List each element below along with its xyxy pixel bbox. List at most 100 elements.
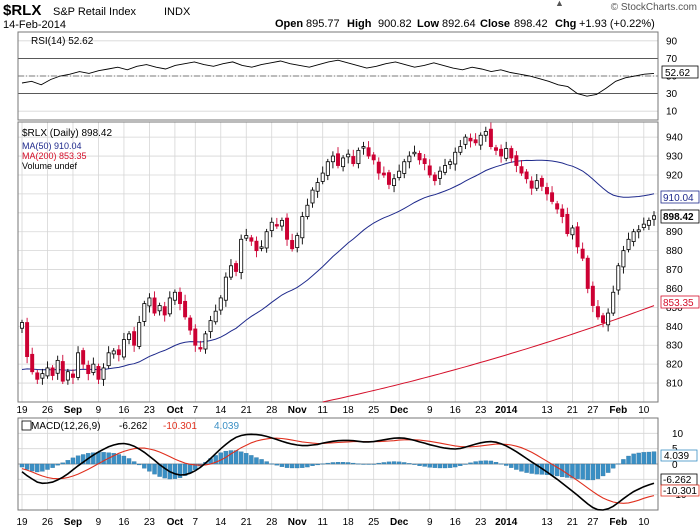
candle-body [417, 153, 422, 161]
signal-tag-box [660, 484, 700, 497]
macd-hist-bar [447, 463, 453, 468]
candle [361, 141, 366, 155]
candle [65, 368, 70, 385]
candle [478, 132, 483, 150]
macd-hist-bar [188, 463, 193, 474]
candle [81, 347, 86, 369]
candle-body [560, 208, 565, 217]
macd-hist-bar [182, 463, 188, 476]
price-axis: 9409309209109008908808708608508408308208… [666, 133, 683, 390]
date-tick-label: 23 [144, 517, 156, 528]
date-tick-label: 16 [118, 405, 130, 416]
candle-body [50, 367, 55, 376]
candle [290, 233, 295, 252]
macd-hist-bar [142, 463, 147, 469]
candle [376, 157, 381, 180]
candle [325, 158, 330, 181]
date-tick-label: 13 [541, 517, 553, 528]
candle [188, 315, 193, 335]
candle [264, 228, 269, 253]
candle-body [274, 224, 279, 227]
candle-body [361, 146, 366, 149]
candle-body [106, 352, 111, 367]
candle-body [45, 367, 50, 377]
candle-body [203, 333, 208, 350]
candle [315, 177, 320, 198]
candle [101, 363, 106, 386]
macd-hist-bar [131, 461, 137, 465]
macd-hist-bar [213, 455, 218, 465]
candle-body [448, 161, 453, 165]
candle-body [601, 315, 606, 323]
candle [116, 345, 121, 362]
candle [25, 317, 30, 364]
macd-hist-bar [631, 453, 636, 465]
macd-hist-bar [544, 463, 550, 475]
macd-hist-bar [96, 452, 101, 465]
candle [534, 174, 539, 192]
low-value: 892.64 [442, 18, 476, 30]
candle [453, 147, 458, 171]
macd-hist-bar [315, 463, 320, 466]
candle [575, 222, 580, 254]
macd-hist-bar [279, 463, 285, 467]
macd-hist-bar [427, 463, 432, 468]
candle-body [376, 161, 381, 174]
date-tick-label: 26 [42, 517, 54, 528]
candle-body [96, 366, 101, 380]
price-tick-label: 880 [666, 246, 683, 257]
date-tick-label: 14 [215, 405, 227, 416]
candle-body [325, 161, 330, 176]
candle [193, 324, 198, 352]
date-tick-label: Nov [288, 517, 307, 528]
date-tick-label: 23 [475, 405, 487, 416]
hist-tag-box [660, 449, 698, 462]
date-tick-label: 2014 [495, 517, 518, 528]
candle-body [575, 226, 580, 248]
candle-body [320, 172, 325, 182]
macd-hist-bar [590, 463, 596, 481]
macd-hist-bar [412, 463, 417, 465]
candle-body [244, 235, 249, 239]
candle-body [626, 238, 631, 250]
macd-hist-bar [238, 451, 244, 465]
candle [295, 232, 300, 253]
macd-line [21, 433, 655, 511]
candle-body [249, 237, 254, 242]
candle [514, 150, 519, 173]
macd-value-tags: 4.039 0 -6.262 -10.301 [660, 449, 700, 497]
candle [172, 289, 177, 305]
date-tick-label: 9 [427, 405, 433, 416]
candle-body [366, 147, 371, 157]
symbol: $RLX [3, 2, 41, 19]
price-title: $RLX (Daily) 898.42 [22, 128, 112, 139]
rsi-tick-label: 70 [666, 54, 678, 65]
date-tick-label: 11 [318, 517, 329, 528]
macd-hist-bar [626, 455, 631, 465]
candle-body [534, 180, 539, 189]
candle-body [565, 213, 570, 235]
macd-hist-bar [442, 463, 448, 469]
price-tick-label: 850 [666, 303, 683, 314]
candle [121, 332, 126, 360]
rsi-value-label: 52.62 [665, 68, 690, 79]
candle [524, 169, 529, 184]
candle [356, 147, 361, 169]
open-value: 895.77 [306, 18, 340, 30]
macd-hist-bar [244, 453, 249, 465]
macd-hist-value: 4.039 [214, 421, 239, 432]
candle-body [473, 139, 478, 144]
date-tick-label: Dec [390, 517, 409, 528]
candle-body [336, 153, 340, 166]
candle [560, 204, 565, 224]
date-axis-top: 19 26 Sep 9 16 23 Oct 7 14 21 28 Nov 11 18 25 Dec 9 16 23 2… [16, 405, 649, 416]
macd-hist-bar [641, 452, 646, 465]
candle [111, 348, 116, 359]
macd-hist-bar [488, 460, 494, 465]
candle [132, 326, 137, 352]
candle-body [111, 350, 116, 355]
date-tick-label: Sep [64, 405, 82, 416]
macd-hist-bar [70, 457, 76, 465]
candle-body [570, 227, 575, 236]
macd-hist-bar [111, 453, 116, 465]
